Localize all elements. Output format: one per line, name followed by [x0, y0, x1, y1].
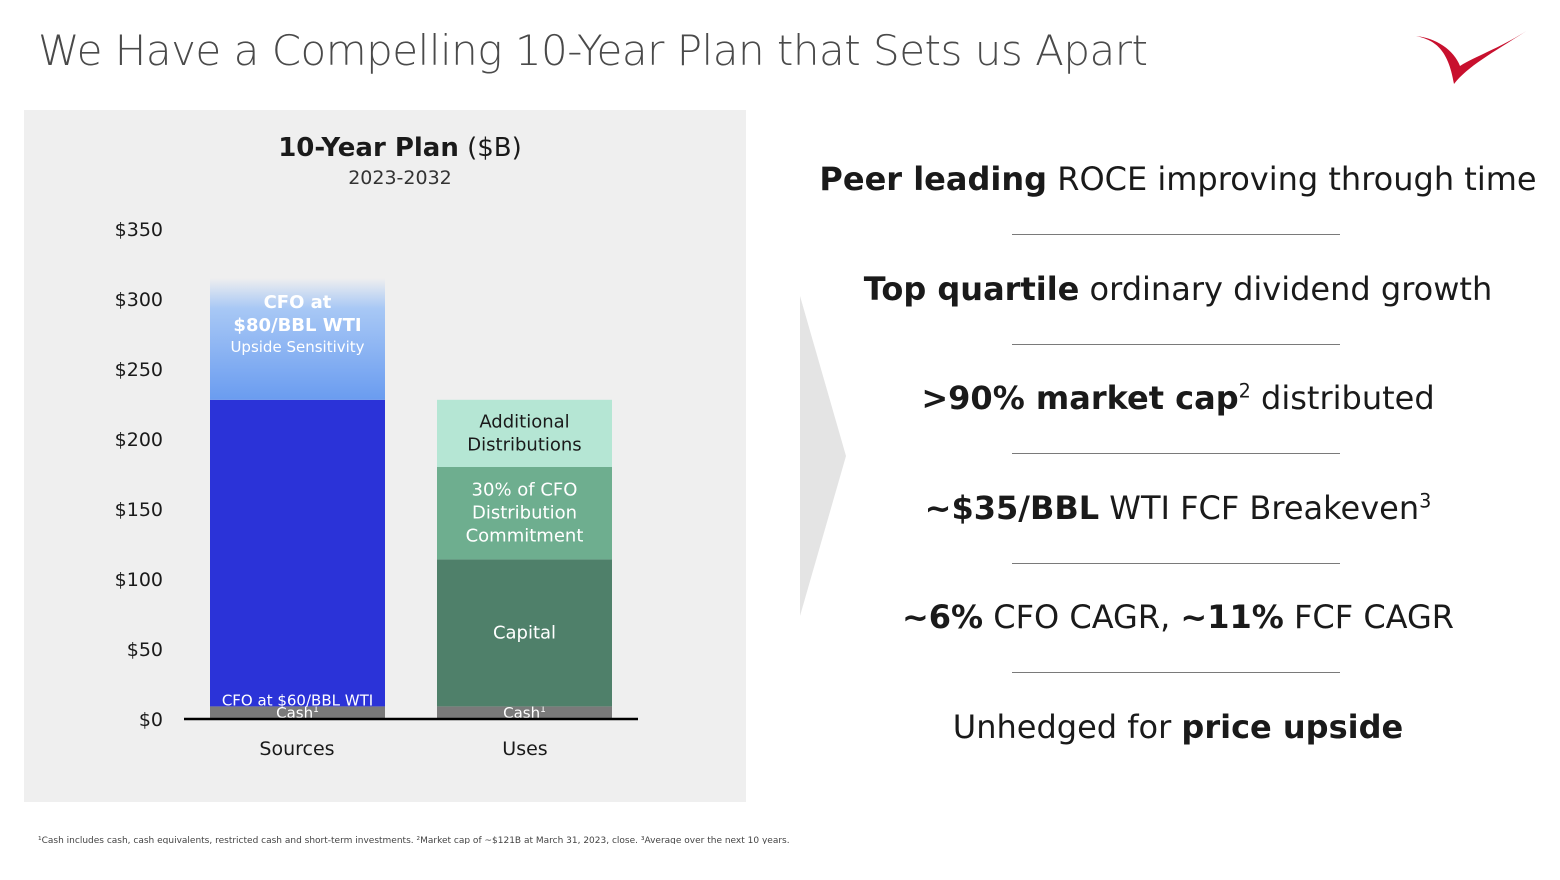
divider-line [1012, 453, 1340, 454]
bar-segment-label: Distribution [472, 503, 577, 524]
bar-segment-label: Distributions [467, 434, 581, 455]
key-point: Top quartile ordinary dividend growth [790, 270, 1560, 308]
y-tick-label: $50 [127, 639, 163, 661]
key-point-superscript: 3 [1419, 489, 1432, 513]
chart-title-bold: 10-Year Plan [278, 133, 459, 163]
bar-segment-label: CFO at [264, 292, 332, 313]
key-point-highlight: >90% market cap [921, 379, 1239, 417]
key-point-text: ROCE improving through time [1047, 160, 1537, 198]
bar-segment [437, 399, 612, 467]
bar-segment-label: Cash1 [503, 704, 546, 722]
bar-segment [210, 278, 385, 400]
y-tick-label: $100 [115, 569, 163, 591]
bar-segment [210, 399, 385, 707]
chart-title-unit: ($B) [467, 133, 522, 163]
company-logo-icon [1416, 30, 1528, 84]
bar-segment [210, 706, 385, 719]
x-category-label: Sources [259, 738, 334, 760]
footnote: ¹Cash includes cash, cash equivalents, r… [38, 836, 790, 844]
y-tick-label: $150 [115, 499, 163, 521]
key-point-highlight: Top quartile [863, 270, 1080, 308]
key-point-highlight: ~$35/BBL [924, 489, 1100, 527]
page-title: We Have a Compelling 10-Year Plan that S… [38, 26, 1148, 75]
bar-segment [437, 706, 612, 719]
x-category-label: Uses [502, 738, 547, 760]
divider-line [1012, 672, 1340, 673]
chevron-arrow-icon [800, 296, 846, 616]
divider-line [1012, 234, 1340, 235]
bar-segment [437, 559, 612, 707]
bar-segment-label: $80/BBL WTI [233, 315, 361, 336]
bar-segment [437, 467, 612, 560]
key-point-text: FCF CAGR [1283, 598, 1455, 636]
bar-segment-label: 30% of CFO [472, 480, 578, 501]
key-point: Peer leading ROCE improving through time [790, 160, 1560, 198]
y-tick-label: $300 [115, 289, 163, 311]
divider-line [1012, 344, 1340, 345]
bar-segment-label: Capital [493, 622, 556, 643]
chart-subtitle: 2023-2032 [348, 167, 452, 189]
y-tick-label: $200 [115, 429, 163, 451]
key-point: ~6% CFO CAGR, ~11% FCF CAGR [790, 598, 1560, 636]
bar-segment-sublabel: Upside Sensitivity [230, 338, 364, 356]
y-tick-label: $250 [115, 359, 163, 381]
y-tick-label: $350 [115, 219, 163, 241]
key-point-text: distributed [1250, 379, 1435, 417]
divider-line [1012, 563, 1340, 564]
y-tick-label: $0 [139, 709, 163, 731]
chart-title: 10-Year Plan ($B) [0, 133, 800, 163]
key-point: ~$35/BBL WTI FCF Breakeven3 [790, 489, 1560, 527]
key-point-highlight: Peer leading [819, 160, 1048, 198]
key-point-text: WTI FCF Breakeven [1099, 489, 1420, 527]
key-point: >90% market cap2 distributed [790, 379, 1560, 417]
key-point-highlight: ~6% [901, 598, 984, 636]
bar-segment-label: Cash1 [276, 704, 319, 722]
bar-segment-label: Commitment [466, 526, 584, 547]
key-point: Unhedged for price upside [790, 708, 1560, 746]
key-point-highlight: ~11% [1180, 598, 1284, 636]
bar-segment-label: CFO at $60/BBL WTI [222, 691, 373, 709]
key-point-text: CFO CAGR, [983, 598, 1181, 636]
key-point-text: Unhedged for [952, 708, 1182, 746]
key-point-superscript: 2 [1238, 379, 1251, 403]
key-point-text: ordinary dividend growth [1079, 270, 1493, 308]
key-point-highlight: price upside [1181, 708, 1404, 746]
bar-segment-label: Additional [479, 411, 569, 432]
